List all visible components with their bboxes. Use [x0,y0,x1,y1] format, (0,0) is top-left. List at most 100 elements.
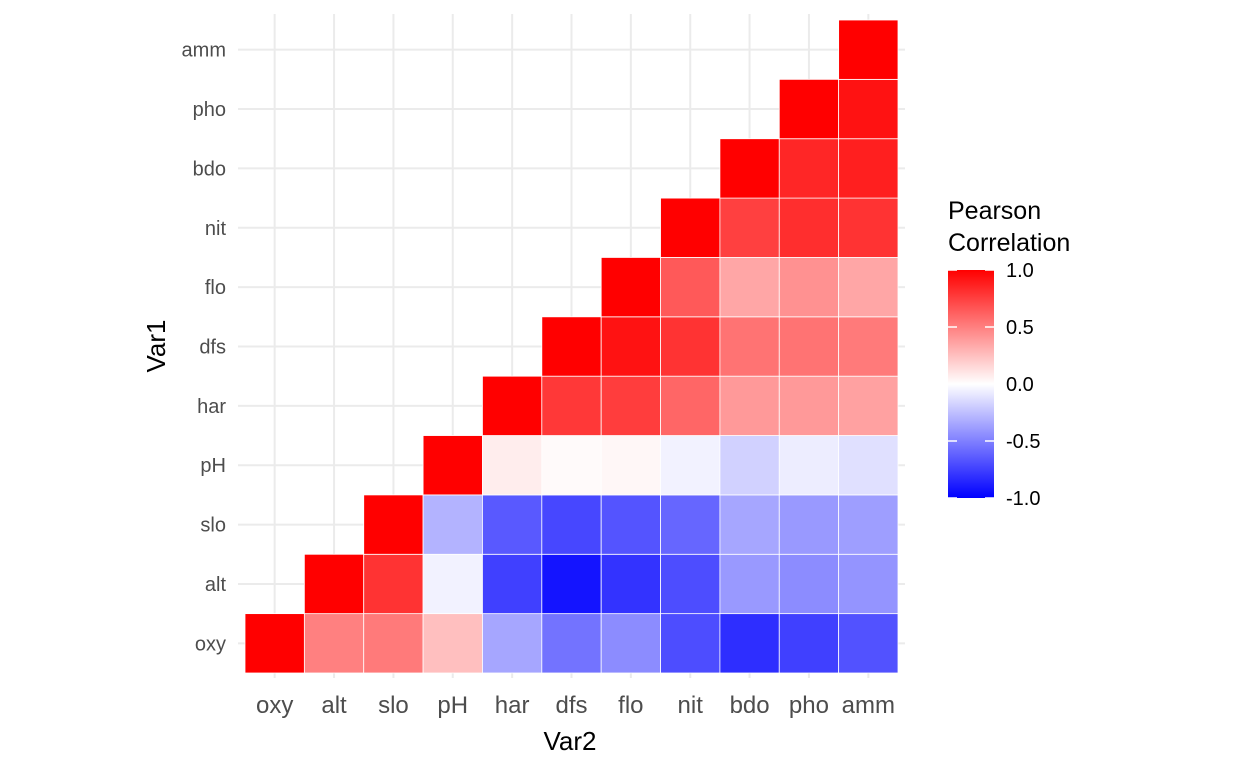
heatmap-cell-flo-pho [778,257,840,318]
x-tick-label: pho [789,692,829,719]
legend-title-line2: Correlation [948,229,1070,257]
heatmap-cell-dfs-amm [838,316,899,377]
y-tick-label: nit [205,218,227,240]
y-tick-label: pH [200,455,226,477]
legend: Pearson Correlation 1.0 0.5 0.0 -0.5 -1.0 [948,197,1070,510]
y-axis-ticks: oxy alt slo pH har dfs flo nit bdo pho amm [182,40,227,656]
heatmap-cell-flo-flo [600,257,661,318]
heatmap-cell-alt-har [482,553,543,615]
heatmap-cell-alt-alt [303,553,365,615]
heatmap-cell-flo-amm [838,257,899,318]
heatmap-cell-alt-slo [363,553,424,615]
y-tick-label: oxy [195,633,226,655]
heatmap-cell-slo-pho [778,494,840,555]
y-tick-label: har [197,396,226,418]
heatmap-cell-har-har [482,375,543,436]
y-tick-label: alt [205,574,227,596]
heatmap-cell-alt-dfs [541,553,602,615]
heatmap-cell-pH-nit [660,435,721,496]
heatmap-cell-har-dfs [541,375,602,436]
x-tick-label: nit [678,692,704,719]
heatmap-cell-pH-flo [600,435,661,496]
heatmap-cell-dfs-nit [660,316,721,377]
heatmap-cells [244,19,899,674]
heatmap-cell-har-flo [600,375,661,436]
legend-tick-label: -0.5 [1006,431,1040,453]
heatmap-cell-nit-nit [660,197,721,258]
y-tick-label: pho [193,99,226,121]
heatmap-cell-slo-flo [600,494,661,555]
heatmap-cell-oxy-dfs [541,613,602,674]
heatmap-cell-oxy-flo [600,613,661,674]
y-tick-label: bdo [193,158,226,180]
x-axis-ticks: oxy alt slo pH har dfs flo nit bdo pho amm [256,692,895,719]
heatmap-cell-oxy-nit [660,613,721,674]
heatmap-cell-nit-pho [778,197,840,258]
legend-title-line1: Pearson [948,197,1041,225]
heatmap-cell-oxy-bdo [719,613,780,674]
x-tick-label: oxy [256,692,293,719]
heatmap-cell-slo-pH [422,494,483,555]
heatmap-cell-pH-har [482,435,543,496]
heatmap-cell-bdo-bdo [719,138,780,199]
heatmap-cell-alt-bdo [719,553,780,615]
heatmap-cell-oxy-pH [422,613,483,674]
x-tick-label: alt [321,692,347,719]
heatmap-cell-slo-amm [838,494,899,555]
heatmap-cell-dfs-dfs [541,316,602,377]
heatmap-cell-oxy-alt [303,613,365,674]
heatmap-cell-amm-amm [838,19,899,80]
heatmap-cell-pH-pho [778,435,840,496]
y-tick-label: slo [200,515,226,537]
x-tick-label: bdo [730,692,770,719]
heatmap-cell-pH-amm [838,435,899,496]
heatmap-cell-dfs-flo [600,316,661,377]
x-tick-label: har [495,692,530,719]
y-tick-label: amm [182,40,226,62]
heatmap-cell-nit-bdo [719,197,780,258]
heatmap-cell-oxy-pho [778,613,840,674]
x-axis-title: Var2 [544,726,597,756]
heatmap-cell-slo-har [482,494,543,555]
legend-ticks: 1.0 0.5 0.0 -0.5 -1.0 [948,260,1040,510]
heatmap-cell-bdo-pho [778,138,840,199]
heatmap-cell-alt-pho [778,553,840,615]
heatmap-cell-oxy-slo [363,613,424,674]
legend-tick-label: 1.0 [1006,260,1034,282]
x-tick-label: flo [618,692,643,719]
y-tick-label: dfs [199,337,226,359]
heatmap-cell-pH-dfs [541,435,602,496]
heatmap-cell-slo-bdo [719,494,780,555]
heatmap-cell-pH-bdo [719,435,780,496]
heatmap-cell-flo-bdo [719,257,780,318]
heatmap-cell-har-bdo [719,375,780,436]
heatmap-cell-pH-pH [422,435,483,496]
heatmap-cell-dfs-bdo [719,316,780,377]
heatmap-cell-oxy-amm [838,613,899,674]
heatmap-cell-oxy-oxy [244,613,305,674]
heatmap-cell-alt-pH [422,553,483,615]
x-tick-label: dfs [555,692,587,719]
heatmap-cell-pho-pho [778,78,840,140]
heatmap-cell-flo-nit [660,257,721,318]
x-tick-label: pH [437,692,468,719]
heatmap-cell-nit-amm [838,197,899,258]
heatmap-cell-bdo-amm [838,138,899,199]
y-tick-label: flo [205,277,226,299]
y-axis-title: Var1 [141,320,171,373]
heatmap-cell-har-amm [838,375,899,436]
heatmap-cell-alt-nit [660,553,721,615]
heatmap-cell-slo-slo [363,494,424,555]
heatmap-cell-dfs-pho [778,316,840,377]
heatmap-cell-slo-dfs [541,494,602,555]
heatmap-cell-har-pho [778,375,840,436]
legend-tick-label: 0.0 [1006,374,1034,396]
heatmap-cell-oxy-har [482,613,543,674]
heatmap-cell-har-nit [660,375,721,436]
x-tick-label: amm [842,692,895,719]
heatmap-cell-pho-amm [838,78,899,140]
legend-tick-label: -1.0 [1006,488,1040,510]
x-tick-label: slo [378,692,409,719]
legend-tick-label: 0.5 [1006,317,1034,339]
